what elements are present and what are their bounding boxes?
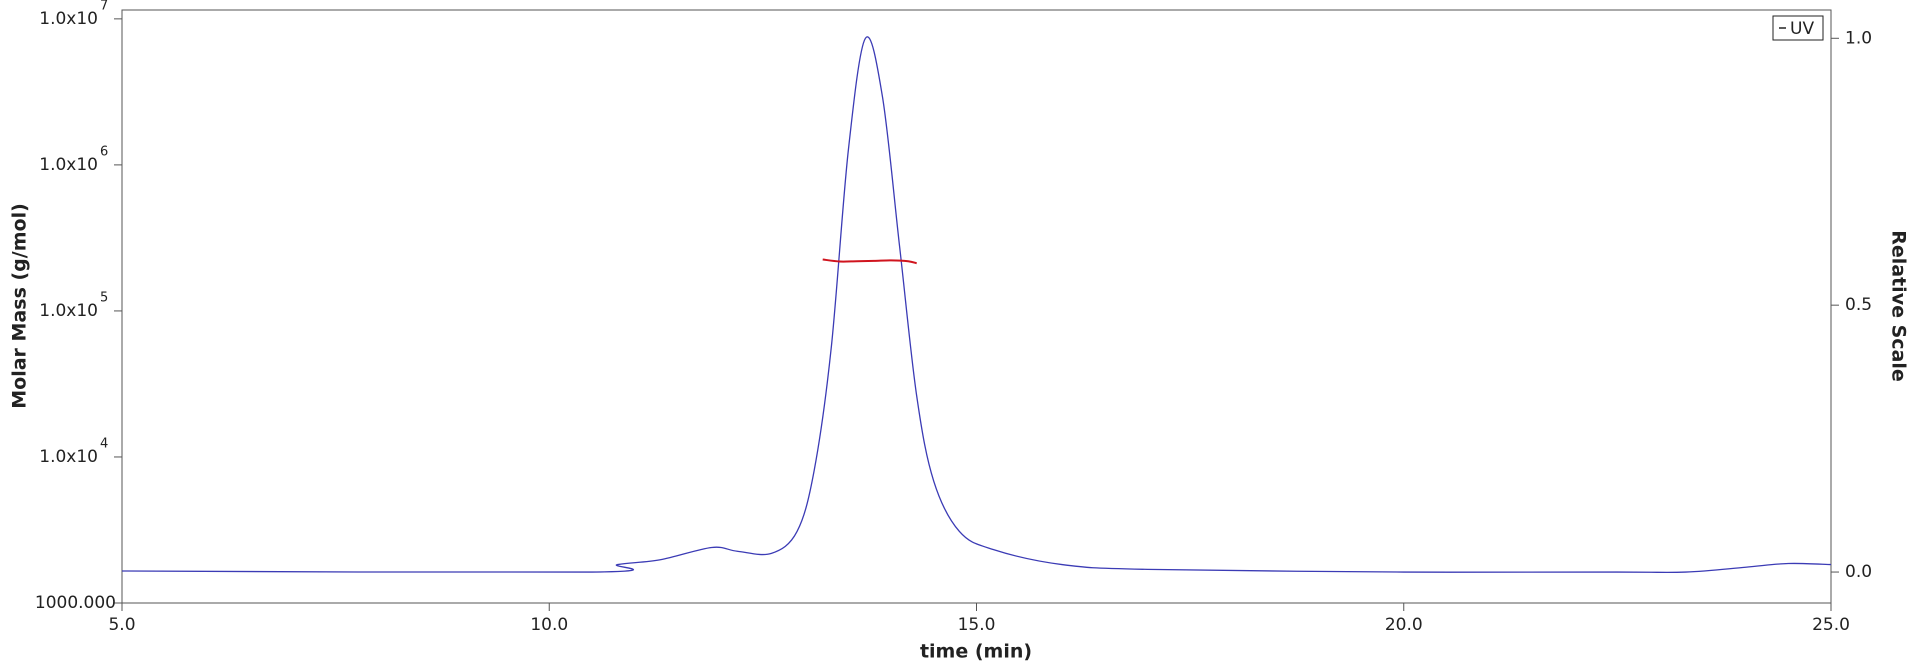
y-tick-label: 1.0x10 (39, 9, 98, 29)
y-tick-exponent: 6 (100, 144, 108, 159)
y-tick-exponent: 7 (100, 0, 108, 13)
y-tick-label: 1.0x10 (39, 447, 98, 467)
plot-frame (121, 9, 1832, 604)
x-tick-label: 15.0 (958, 615, 996, 635)
x-tick-label: 10.0 (530, 615, 568, 635)
y2-axis-title: Relative Scale (1888, 230, 1910, 382)
y-tick-label: 1.0x10 (39, 155, 98, 175)
series-line (822, 258, 917, 265)
y2-tick-label: 0.0 (1845, 562, 1872, 582)
x-tick-label: 5.0 (108, 615, 135, 635)
y-tick-exponent: 4 (100, 436, 108, 451)
y-axis-title: Molar Mass (g/mol) (9, 203, 31, 409)
legend-label: UV (1790, 19, 1814, 39)
y2-tick-label: 0.5 (1845, 295, 1872, 315)
x-axis-title: time (min) (920, 641, 1032, 663)
series-line (121, 36, 1832, 574)
x-tick-label: 25.0 (1812, 615, 1850, 635)
y-tick-label: 1000.000 (35, 593, 116, 613)
y-tick-label: 1.0x10 (39, 301, 98, 321)
y2-tick-label: 1.0 (1845, 28, 1872, 48)
y-tick-exponent: 5 (100, 290, 108, 305)
x-tick-label: 20.0 (1385, 615, 1423, 635)
